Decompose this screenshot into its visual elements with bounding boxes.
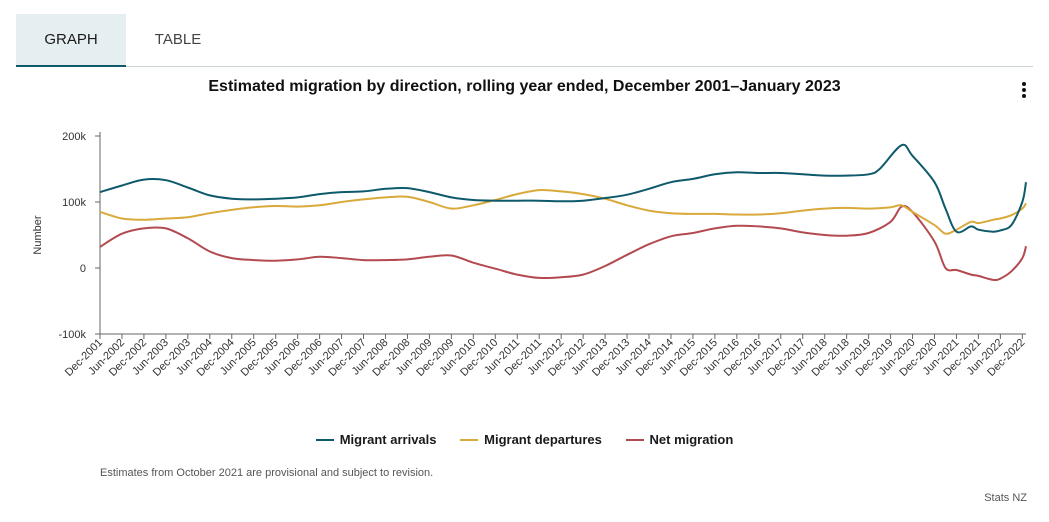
tab-table[interactable]: TABLE [154, 31, 202, 48]
tab-graph[interactable]: GRAPH [16, 14, 126, 67]
legend-swatch-departures [460, 438, 479, 441]
series-line-arrivals [99, 143, 1027, 234]
legend-item-departures[interactable]: Migrant departures [460, 432, 602, 447]
series-line-departures [99, 189, 1027, 235]
source-credit: Stats NZ [984, 492, 1027, 504]
y-tick-label: 0 [80, 263, 86, 275]
tab-bar: GRAPH TABLE [16, 14, 1033, 67]
y-tick-label: -100k [58, 329, 86, 341]
legend-item-arrivals[interactable]: Migrant arrivals [315, 432, 437, 447]
legend-label-arrivals: Migrant arrivals [339, 432, 437, 447]
y-axis-title: Number [32, 215, 44, 254]
legend-item-net[interactable]: Net migration [625, 432, 734, 447]
legend-swatch-arrivals [315, 438, 334, 441]
kebab-vertical-icon[interactable] [1017, 80, 1031, 102]
chart-title: Estimated migration by direction, rollin… [208, 78, 841, 95]
y-tick-label: 200k [62, 131, 86, 143]
footnote: Estimates from October 2021 are provisio… [100, 467, 434, 479]
legend-label-net: Net migration [649, 432, 734, 447]
legend-swatch-net [625, 438, 644, 441]
chart-legend: Migrant arrivals Migrant departures Net … [0, 432, 1049, 447]
series-line-net [99, 204, 1027, 282]
legend-label-departures: Migrant departures [484, 432, 602, 447]
y-tick-label: 100k [62, 197, 86, 209]
